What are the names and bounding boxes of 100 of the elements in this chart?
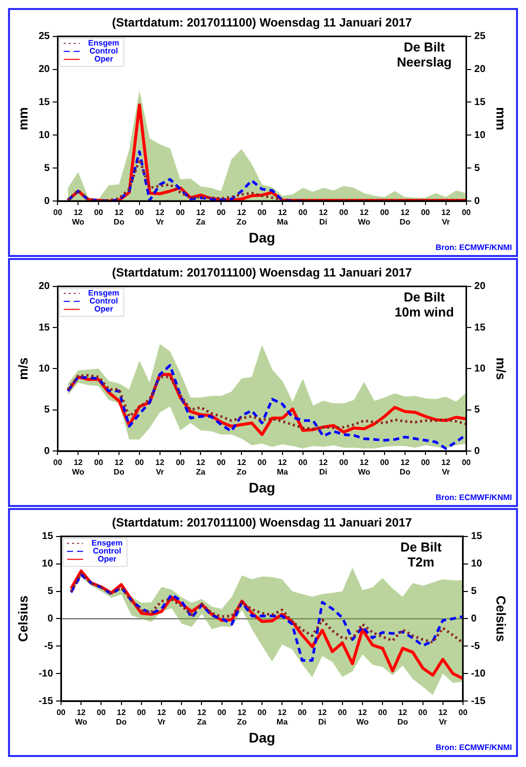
x-tick-label: 12 Wo bbox=[358, 208, 370, 227]
line-series bbox=[70, 574, 463, 662]
y-tick-label: 0 bbox=[44, 196, 50, 207]
y-tick-label: 5 bbox=[44, 404, 50, 416]
x-tick-label: 12 Do bbox=[400, 208, 410, 227]
annotation: 10m wind bbox=[394, 304, 454, 320]
text: Bron: ECMWF/KNMI bbox=[436, 493, 512, 502]
y-tick-label: 10 bbox=[38, 130, 50, 141]
x-tick-label: 00 bbox=[217, 708, 227, 718]
y2-axis-title: Celsius bbox=[494, 596, 509, 642]
line-series bbox=[66, 364, 466, 450]
x-tick-label: 12 Zo bbox=[236, 458, 247, 477]
annotation: De Bilt bbox=[404, 39, 446, 54]
y2-tick-label: 20 bbox=[474, 281, 486, 292]
text: Bron: ECMWF/KNMI bbox=[436, 243, 512, 252]
y2-tick-label: 0 bbox=[474, 446, 480, 457]
x-tick-label: 12 Wo bbox=[72, 458, 84, 477]
y-tick-label: 15 bbox=[38, 322, 50, 334]
y-tick-label: 15 bbox=[42, 531, 54, 542]
x-tick-label: 00 bbox=[298, 208, 308, 218]
x-tick-label: 00 bbox=[298, 708, 308, 718]
y2-tick-label: 5 bbox=[470, 586, 477, 598]
x-tick-label: 00 bbox=[94, 458, 104, 468]
y-tick-label: 5 bbox=[47, 586, 54, 598]
legend-label: Control bbox=[92, 546, 122, 556]
x-tick-label: 12 Ma bbox=[276, 458, 289, 477]
x-tick-label: 12 Zo bbox=[236, 208, 247, 227]
y2-tick-label: 20 bbox=[474, 64, 486, 76]
y2-tick-label: 15 bbox=[470, 531, 483, 542]
y-tick-label: 10 bbox=[42, 558, 54, 570]
x-tick-label: 00 bbox=[53, 458, 63, 468]
x-axis-title: Dag bbox=[248, 729, 276, 746]
y-tick-label: 20 bbox=[38, 64, 50, 76]
x-tick-label: 00 bbox=[258, 708, 267, 718]
y2-tick-label: 10 bbox=[474, 363, 486, 374]
x-tick-label: 12 Vr bbox=[155, 208, 165, 227]
x-tick-label: 12 Wo bbox=[72, 208, 84, 227]
y-axis-title: m/s bbox=[15, 357, 30, 380]
x-tick-label: 00 bbox=[134, 208, 144, 218]
x-tick-label: 00 bbox=[420, 458, 430, 468]
y2-axis-title: m/s bbox=[494, 357, 509, 380]
legend-label: Ensgem bbox=[88, 38, 120, 48]
y-axis-title: Celsius bbox=[15, 596, 30, 642]
x-tick-label: 12 Do bbox=[397, 708, 408, 727]
x-tick-label: 00 bbox=[420, 208, 430, 218]
x-tick-label: 12 Zo bbox=[237, 708, 247, 727]
y-tick-label: 0 bbox=[47, 613, 54, 624]
y-axis-title: mm bbox=[15, 107, 30, 130]
y2-tick-label: -15 bbox=[470, 696, 486, 707]
x-tick-label: 00 bbox=[418, 708, 428, 718]
y-tick-label: -10 bbox=[38, 668, 54, 680]
x-tick-label: 12 Wo bbox=[356, 708, 369, 727]
x-tick-label: 12 Ma bbox=[276, 208, 289, 227]
x-tick-label: 12 Di bbox=[318, 208, 328, 227]
annotation: Neerslag bbox=[396, 54, 452, 70]
y2-tick-label: 15 bbox=[474, 322, 486, 334]
x-tick-label: 00 bbox=[462, 208, 472, 218]
y2-tick-label: 5 bbox=[474, 162, 480, 174]
text: Bron: ECMWF/KNMI bbox=[436, 743, 512, 752]
y-tick-label: 25 bbox=[38, 31, 50, 42]
x-tick-label: 00 bbox=[216, 208, 226, 218]
x-tick-label: 12 Do bbox=[400, 458, 410, 477]
y2-tick-label: 0 bbox=[474, 196, 480, 207]
x-tick-label: 12 Do bbox=[116, 708, 127, 727]
y-tick-label: -15 bbox=[38, 696, 54, 707]
x-tick-label: 00 bbox=[53, 208, 63, 218]
y2-tick-label: 15 bbox=[474, 96, 486, 108]
x-tick-label: 00 bbox=[338, 708, 348, 718]
x-tick-label: 12 Za bbox=[197, 708, 207, 727]
y-tick-label: 0 bbox=[44, 446, 50, 457]
x-tick-label: 00 bbox=[176, 458, 186, 468]
x-tick-label: 12 Za bbox=[196, 458, 206, 477]
x-tick-label: 00 bbox=[458, 708, 468, 718]
y2-tick-label: 25 bbox=[474, 31, 486, 42]
x-tick-label: 12 Ma bbox=[276, 708, 288, 727]
legend-label: Ensgem bbox=[91, 538, 123, 548]
x-tick-label: 12 Di bbox=[318, 708, 328, 727]
x-tick-label: 00 bbox=[339, 208, 349, 218]
chart-title: (Startdatum: 2017011100) Woensdag 11 Januari 2017 bbox=[112, 266, 412, 280]
x-tick-label: 00 bbox=[94, 208, 104, 218]
legend-label: Oper bbox=[94, 304, 114, 314]
x-tick-label: 12 Vr bbox=[441, 458, 451, 477]
x-tick-label: 12 Vr bbox=[441, 208, 451, 227]
legend-label: Control bbox=[90, 296, 118, 306]
chart-title: (Startdatum: 2017011100) Woensdag 11 Januari 2017 bbox=[112, 16, 412, 30]
x-tick-label: 00 bbox=[462, 458, 472, 468]
x-tick-label: 00 bbox=[380, 458, 390, 468]
annotation: De Bilt bbox=[404, 289, 446, 304]
legend-label: Oper bbox=[94, 54, 114, 64]
x-axis-title: Dag bbox=[248, 479, 276, 496]
x-tick-label: 00 bbox=[216, 458, 226, 468]
x-tick-label: 00 bbox=[177, 708, 187, 718]
annotation: De Bilt bbox=[400, 539, 442, 554]
x-tick-label: 00 bbox=[378, 708, 388, 718]
y-tick-label: 15 bbox=[38, 96, 50, 108]
x-tick-label: 00 bbox=[176, 208, 186, 218]
x-tick-label: 00 bbox=[339, 458, 349, 468]
x-tick-label: 00 bbox=[380, 208, 390, 218]
y-tick-label: 10 bbox=[38, 363, 50, 374]
line-series bbox=[70, 572, 463, 644]
